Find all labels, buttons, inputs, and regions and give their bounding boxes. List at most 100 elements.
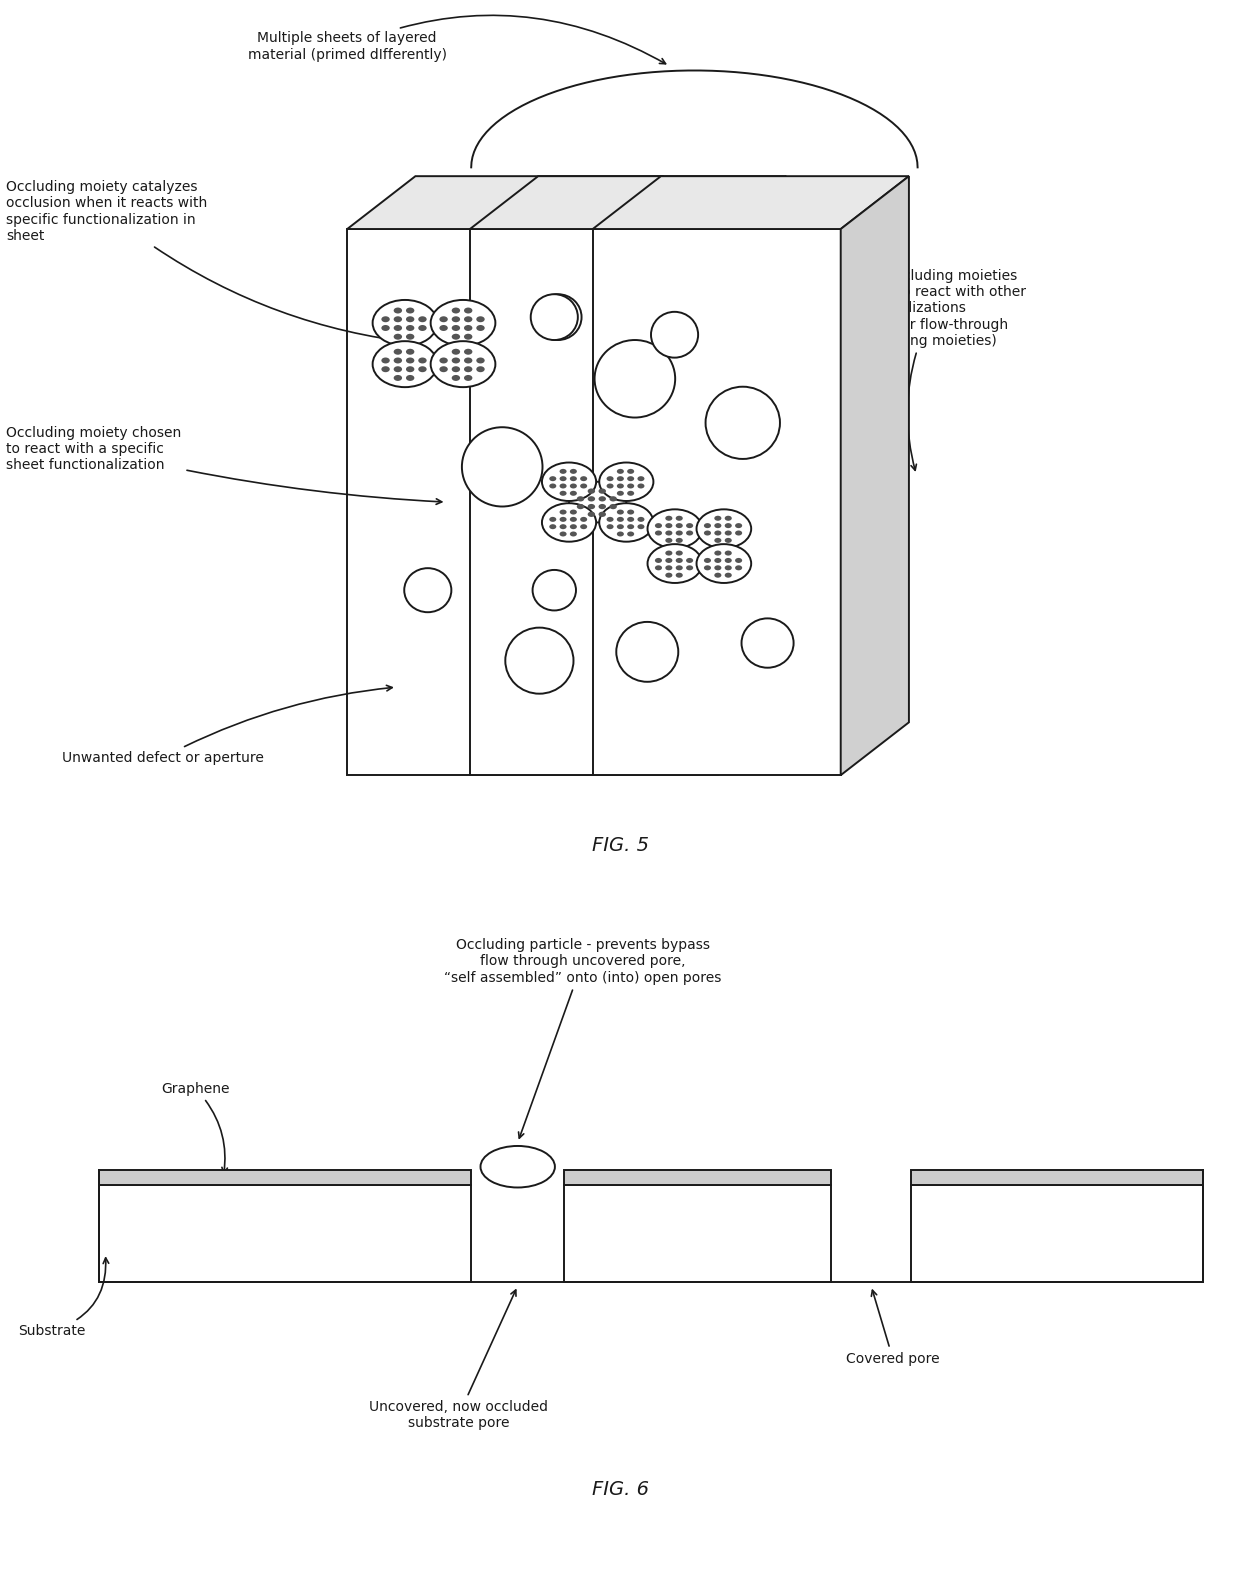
Circle shape <box>559 532 567 536</box>
Circle shape <box>480 1147 556 1188</box>
Circle shape <box>393 333 402 340</box>
Circle shape <box>559 524 567 529</box>
Circle shape <box>676 530 683 535</box>
Circle shape <box>464 333 472 340</box>
Circle shape <box>686 565 693 571</box>
Text: FIG. 6: FIG. 6 <box>591 1480 649 1499</box>
Circle shape <box>569 481 626 522</box>
Circle shape <box>476 357 485 363</box>
Text: Occluding moiety catalyzes
occlusion when it reacts with
specific functionalizat: Occluding moiety catalyzes occlusion whe… <box>6 181 417 344</box>
Circle shape <box>580 483 588 489</box>
Circle shape <box>464 308 472 313</box>
Text: FIG. 5: FIG. 5 <box>591 837 649 856</box>
Circle shape <box>676 538 683 543</box>
Circle shape <box>549 477 557 481</box>
Circle shape <box>559 518 567 522</box>
Circle shape <box>666 524 672 529</box>
Circle shape <box>704 558 711 563</box>
Circle shape <box>451 349 460 355</box>
Circle shape <box>559 510 567 514</box>
Ellipse shape <box>404 568 451 612</box>
Circle shape <box>577 503 584 510</box>
Circle shape <box>704 565 711 571</box>
Circle shape <box>666 551 672 555</box>
Circle shape <box>464 367 472 373</box>
Circle shape <box>627 518 634 522</box>
Circle shape <box>647 510 702 547</box>
Circle shape <box>588 489 595 494</box>
Circle shape <box>637 483 645 489</box>
Circle shape <box>382 316 389 322</box>
Circle shape <box>382 357 389 363</box>
Circle shape <box>637 518 645 522</box>
Circle shape <box>464 374 472 381</box>
Circle shape <box>372 341 438 387</box>
Circle shape <box>676 573 683 577</box>
Circle shape <box>599 503 606 510</box>
Circle shape <box>570 491 577 495</box>
Circle shape <box>606 518 614 522</box>
Circle shape <box>647 544 702 584</box>
Circle shape <box>627 524 634 529</box>
Circle shape <box>616 518 624 522</box>
Text: Uncovered, now occluded
substrate pore: Uncovered, now occluded substrate pore <box>370 1290 548 1430</box>
Circle shape <box>393 349 402 355</box>
Circle shape <box>580 524 588 529</box>
Circle shape <box>637 524 645 529</box>
Circle shape <box>666 558 672 563</box>
Circle shape <box>418 326 427 330</box>
Circle shape <box>666 530 672 535</box>
Circle shape <box>476 367 485 373</box>
Circle shape <box>627 532 634 536</box>
Circle shape <box>439 326 448 330</box>
Circle shape <box>714 524 722 529</box>
Circle shape <box>676 524 683 529</box>
Circle shape <box>451 367 460 373</box>
Circle shape <box>627 491 634 495</box>
Circle shape <box>676 551 683 555</box>
Circle shape <box>609 495 616 502</box>
Circle shape <box>676 558 683 563</box>
Circle shape <box>724 565 732 571</box>
Circle shape <box>616 477 624 481</box>
Circle shape <box>724 573 732 577</box>
Circle shape <box>588 503 595 510</box>
Circle shape <box>676 565 683 571</box>
Circle shape <box>599 511 606 518</box>
Circle shape <box>724 524 732 529</box>
Circle shape <box>616 469 624 473</box>
Circle shape <box>476 326 485 330</box>
Ellipse shape <box>742 618 794 667</box>
Circle shape <box>580 518 588 522</box>
Circle shape <box>464 357 472 363</box>
Circle shape <box>676 516 683 521</box>
Polygon shape <box>841 176 909 775</box>
Circle shape <box>405 367 414 373</box>
Circle shape <box>570 524 577 529</box>
Circle shape <box>686 530 693 535</box>
Circle shape <box>655 565 662 571</box>
Circle shape <box>549 524 557 529</box>
Circle shape <box>704 530 711 535</box>
Bar <box>564 1186 831 1282</box>
Polygon shape <box>347 176 663 230</box>
Ellipse shape <box>616 621 678 681</box>
Circle shape <box>451 326 460 330</box>
Circle shape <box>393 308 402 313</box>
Polygon shape <box>593 230 841 775</box>
Ellipse shape <box>506 628 573 694</box>
Circle shape <box>405 333 414 340</box>
Circle shape <box>588 511 595 518</box>
Circle shape <box>405 374 414 381</box>
Circle shape <box>627 469 634 473</box>
Circle shape <box>464 349 472 355</box>
Circle shape <box>686 558 693 563</box>
Polygon shape <box>718 176 786 775</box>
Circle shape <box>735 565 743 571</box>
Text: Graphene: Graphene <box>161 1082 229 1173</box>
Circle shape <box>704 524 711 529</box>
Circle shape <box>697 544 751 584</box>
Ellipse shape <box>532 569 575 610</box>
Circle shape <box>570 477 577 481</box>
Circle shape <box>439 367 448 373</box>
